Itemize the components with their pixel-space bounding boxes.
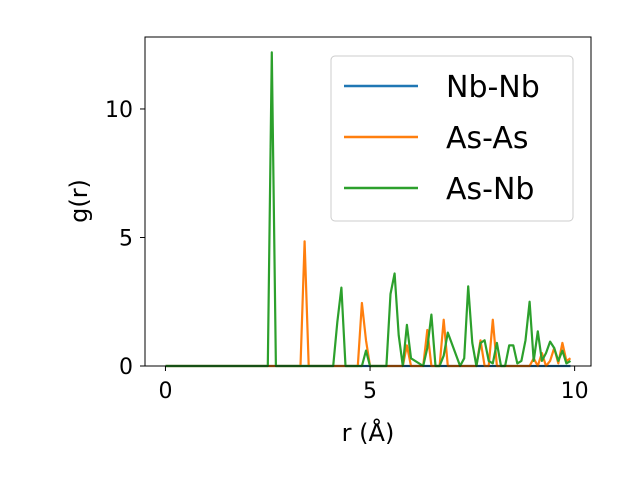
- x-tick-label: 10: [561, 379, 589, 404]
- x-tick-label: 0: [158, 379, 172, 404]
- y-tick-label: 5: [119, 226, 133, 251]
- legend: Nb-Nb As-As As-Nb: [330, 55, 574, 222]
- legend-label-as-as: As-As: [446, 121, 528, 156]
- y-tick-label: 10: [105, 98, 133, 123]
- y-tick-label: 0: [119, 355, 133, 380]
- y-axis-title: g(r): [65, 179, 93, 223]
- legend-box: [330, 55, 574, 222]
- x-tick-label: 5: [363, 379, 377, 404]
- x-axis-title: r (Å): [342, 418, 395, 447]
- x-axis: 0 5 10: [158, 366, 589, 404]
- y-axis: 0 5 10: [105, 98, 145, 380]
- series-line-as-nb: [165, 51, 572, 368]
- legend-label-nb-nb: Nb-Nb: [446, 70, 540, 105]
- legend-label-as-nb: As-Nb: [446, 172, 534, 207]
- plot-frame: [144, 36, 592, 367]
